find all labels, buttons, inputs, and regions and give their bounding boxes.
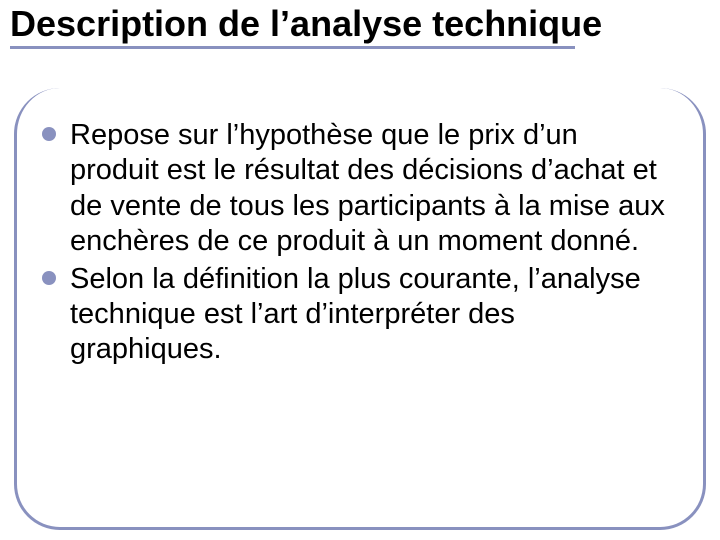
bullet-icon	[42, 127, 56, 141]
title-underline	[10, 46, 575, 49]
bullet-text: Selon la définition la plus courante, l’…	[70, 263, 641, 366]
list-item: Repose sur l’hypothèse que le prix d’un …	[42, 118, 672, 260]
slide-title: Description de l’analyse technique	[10, 4, 700, 44]
list-item: Selon la définition la plus courante, l’…	[42, 262, 672, 368]
bullet-icon	[42, 271, 56, 285]
slide: Description de l’analyse technique Repos…	[0, 0, 720, 540]
title-block: Description de l’analyse technique	[10, 4, 700, 44]
bullet-text: Repose sur l’hypothèse que le prix d’un …	[70, 119, 665, 257]
content-area: Repose sur l’hypothèse que le prix d’un …	[42, 118, 672, 370]
